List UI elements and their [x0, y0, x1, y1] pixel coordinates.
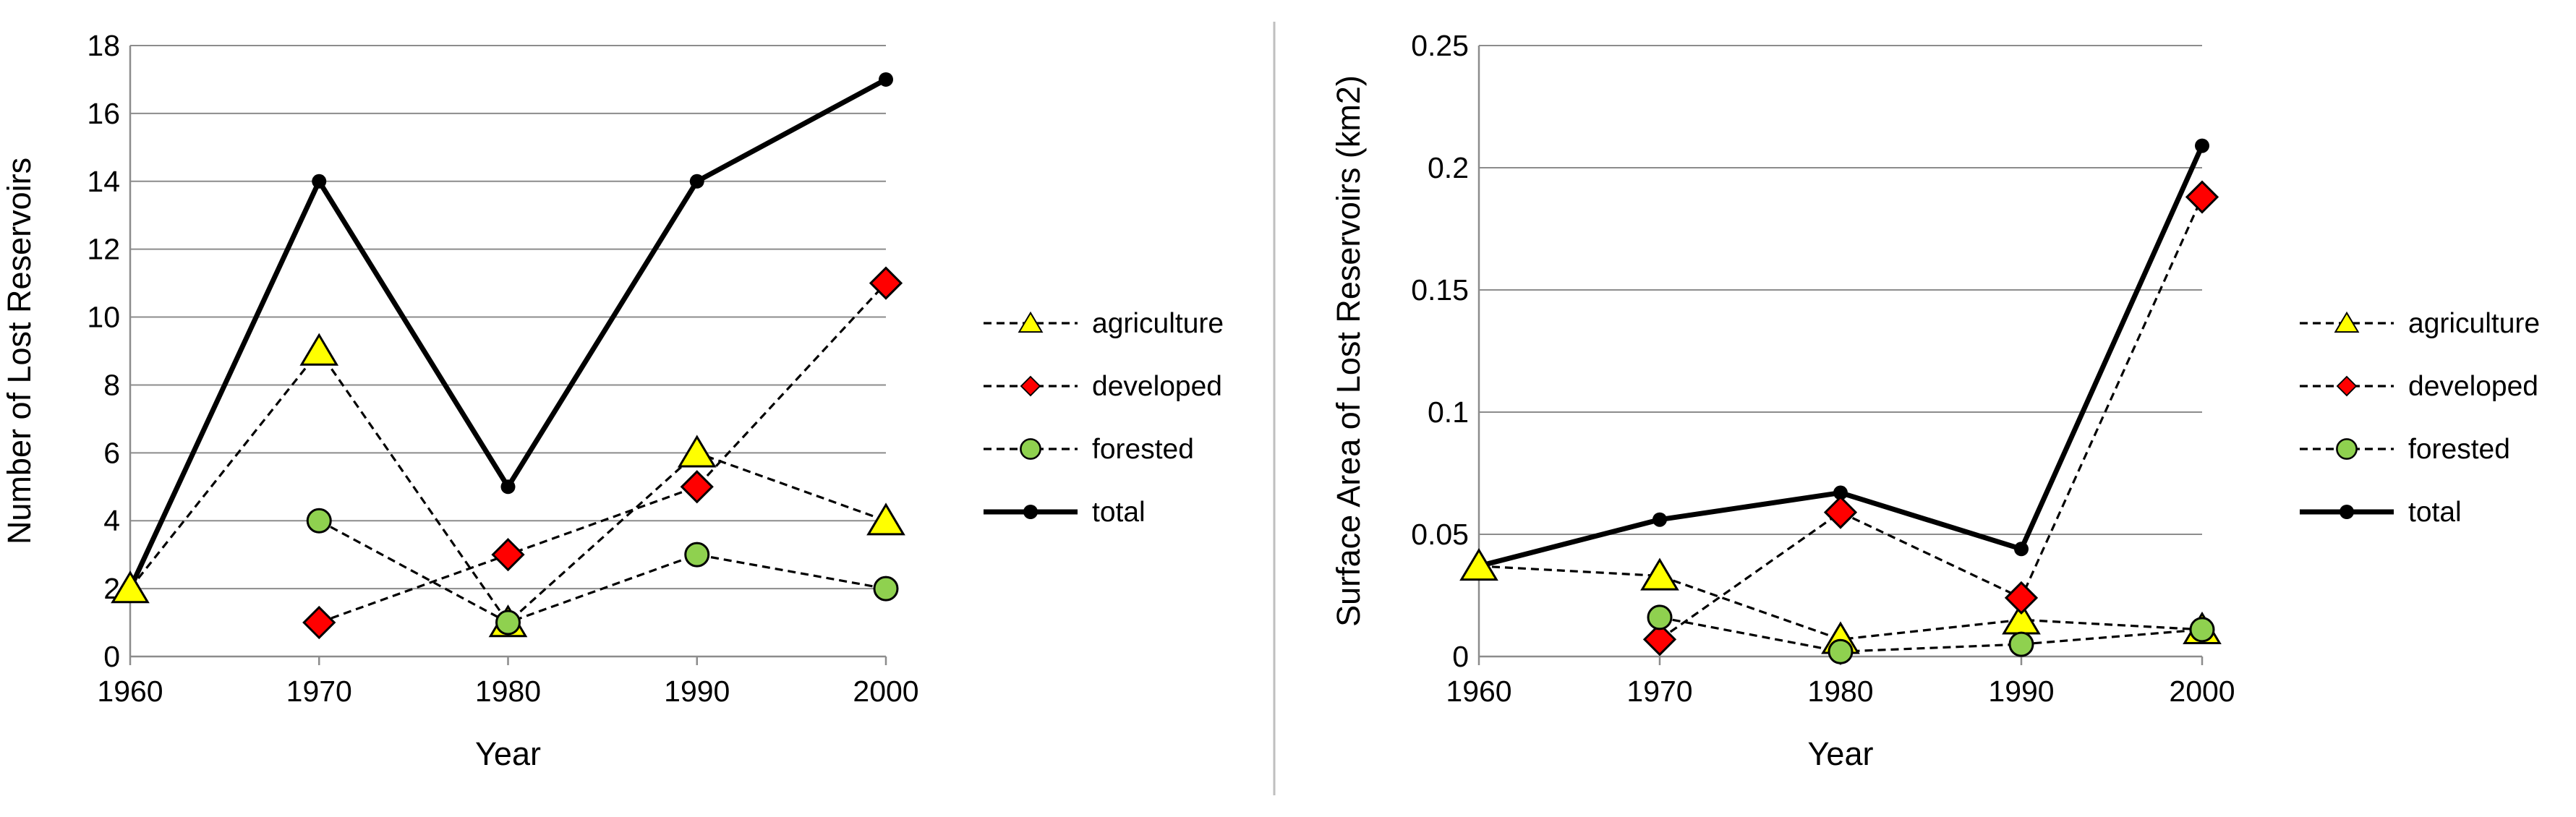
x-tick-label: 1980 — [475, 675, 541, 708]
y-tick-label: 18 — [87, 29, 120, 62]
legend-marker-agriculture — [2334, 311, 2360, 333]
point-total — [500, 479, 516, 495]
point-agriculture — [677, 435, 717, 468]
y-tick-label: 6 — [103, 436, 120, 469]
legend-marker-total — [1023, 505, 1038, 519]
legend-marker-developed — [1020, 375, 1041, 397]
legend-label-forested: forested — [2408, 434, 2510, 465]
point-agriculture — [866, 502, 905, 536]
legend-label-total: total — [1092, 497, 1146, 528]
point-total — [689, 174, 704, 189]
series-line-developed — [318, 282, 887, 624]
point-total — [312, 174, 327, 189]
point-agriculture — [111, 570, 150, 604]
point-developed — [491, 538, 525, 572]
y-tick-label: 10 — [87, 301, 120, 334]
legend-marker-forested — [1020, 438, 1041, 460]
x-tick-label: 1990 — [664, 675, 730, 708]
x-axis-title: Year — [1808, 735, 1874, 772]
point-forested — [2189, 617, 2215, 643]
x-tick-label: 1970 — [286, 675, 352, 708]
point-total — [2195, 138, 2209, 153]
legend-label-developed: developed — [1092, 371, 1222, 402]
point-developed — [1823, 495, 1858, 529]
y-tick-label: 0 — [103, 640, 120, 673]
x-axis-title: Year — [475, 735, 541, 772]
point-developed — [2185, 180, 2219, 214]
point-developed — [1642, 623, 1677, 656]
series-line-forested — [318, 519, 887, 624]
legend-marker-agriculture — [1018, 311, 1044, 333]
y-tick-label: 0.05 — [1411, 518, 1469, 551]
point-total — [2014, 542, 2029, 557]
series-line-forested — [1659, 616, 2203, 653]
legend-label-agriculture: agriculture — [1092, 308, 1224, 339]
y-axis-title: Surface Area of Lost Reservoirs (km2) — [1330, 75, 1367, 627]
point-forested — [495, 609, 521, 636]
point-developed — [302, 605, 336, 640]
y-axis-title: Number of Lost Reservoirs — [1, 158, 38, 544]
point-forested — [2008, 631, 2034, 657]
x-tick-label: 1960 — [1446, 675, 1511, 708]
point-developed — [869, 266, 903, 300]
y-tick-label: 8 — [103, 368, 120, 401]
legend-label-forested: forested — [1092, 434, 1194, 465]
x-tick-label: 1980 — [1807, 675, 1873, 708]
series-line-agriculture — [129, 349, 887, 624]
point-total — [1833, 485, 1848, 500]
y-tick-label: 14 — [87, 165, 120, 198]
y-tick-label: 0.2 — [1428, 151, 1469, 184]
point-agriculture — [1459, 548, 1498, 581]
series-line-agriculture — [1478, 565, 2203, 641]
point-total — [1652, 512, 1667, 527]
point-forested — [306, 508, 332, 534]
point-total — [879, 72, 893, 87]
x-tick-label: 2000 — [2169, 675, 2235, 708]
point-developed — [680, 470, 714, 504]
legend-label-developed: developed — [2408, 371, 2538, 402]
point-forested — [1647, 604, 1673, 630]
legend-marker-developed — [2336, 375, 2358, 397]
x-tick-label: 1970 — [1626, 675, 1692, 708]
y-tick-label: 4 — [103, 504, 120, 537]
point-forested — [1827, 638, 1854, 664]
y-tick-label: 0 — [1452, 640, 1469, 673]
y-tick-label: 0.25 — [1411, 29, 1469, 62]
y-tick-label: 12 — [87, 233, 120, 266]
point-agriculture — [299, 333, 339, 366]
legend-marker-total — [2340, 505, 2354, 519]
point-developed — [2004, 581, 2039, 615]
point-forested — [684, 542, 710, 568]
legend-label-agriculture: agriculture — [2408, 308, 2540, 339]
legend-label-total: total — [2408, 497, 2462, 528]
y-tick-label: 0.1 — [1428, 395, 1469, 429]
x-tick-label: 1960 — [97, 675, 163, 708]
x-tick-label: 1990 — [1988, 675, 2054, 708]
x-tick-label: 2000 — [853, 675, 918, 708]
y-tick-label: 16 — [87, 97, 120, 130]
chart-reservoir-area: 0 0.05 0.1 0.15 0.2 0.25 1960 1970 1980 1990 2000 Y… — [1330, 29, 2540, 772]
y-tick-label: 0.15 — [1411, 273, 1469, 307]
point-forested — [873, 576, 899, 602]
point-agriculture — [1640, 557, 1679, 591]
series-line-developed — [1659, 196, 2204, 641]
legend-marker-forested — [2336, 438, 2358, 460]
